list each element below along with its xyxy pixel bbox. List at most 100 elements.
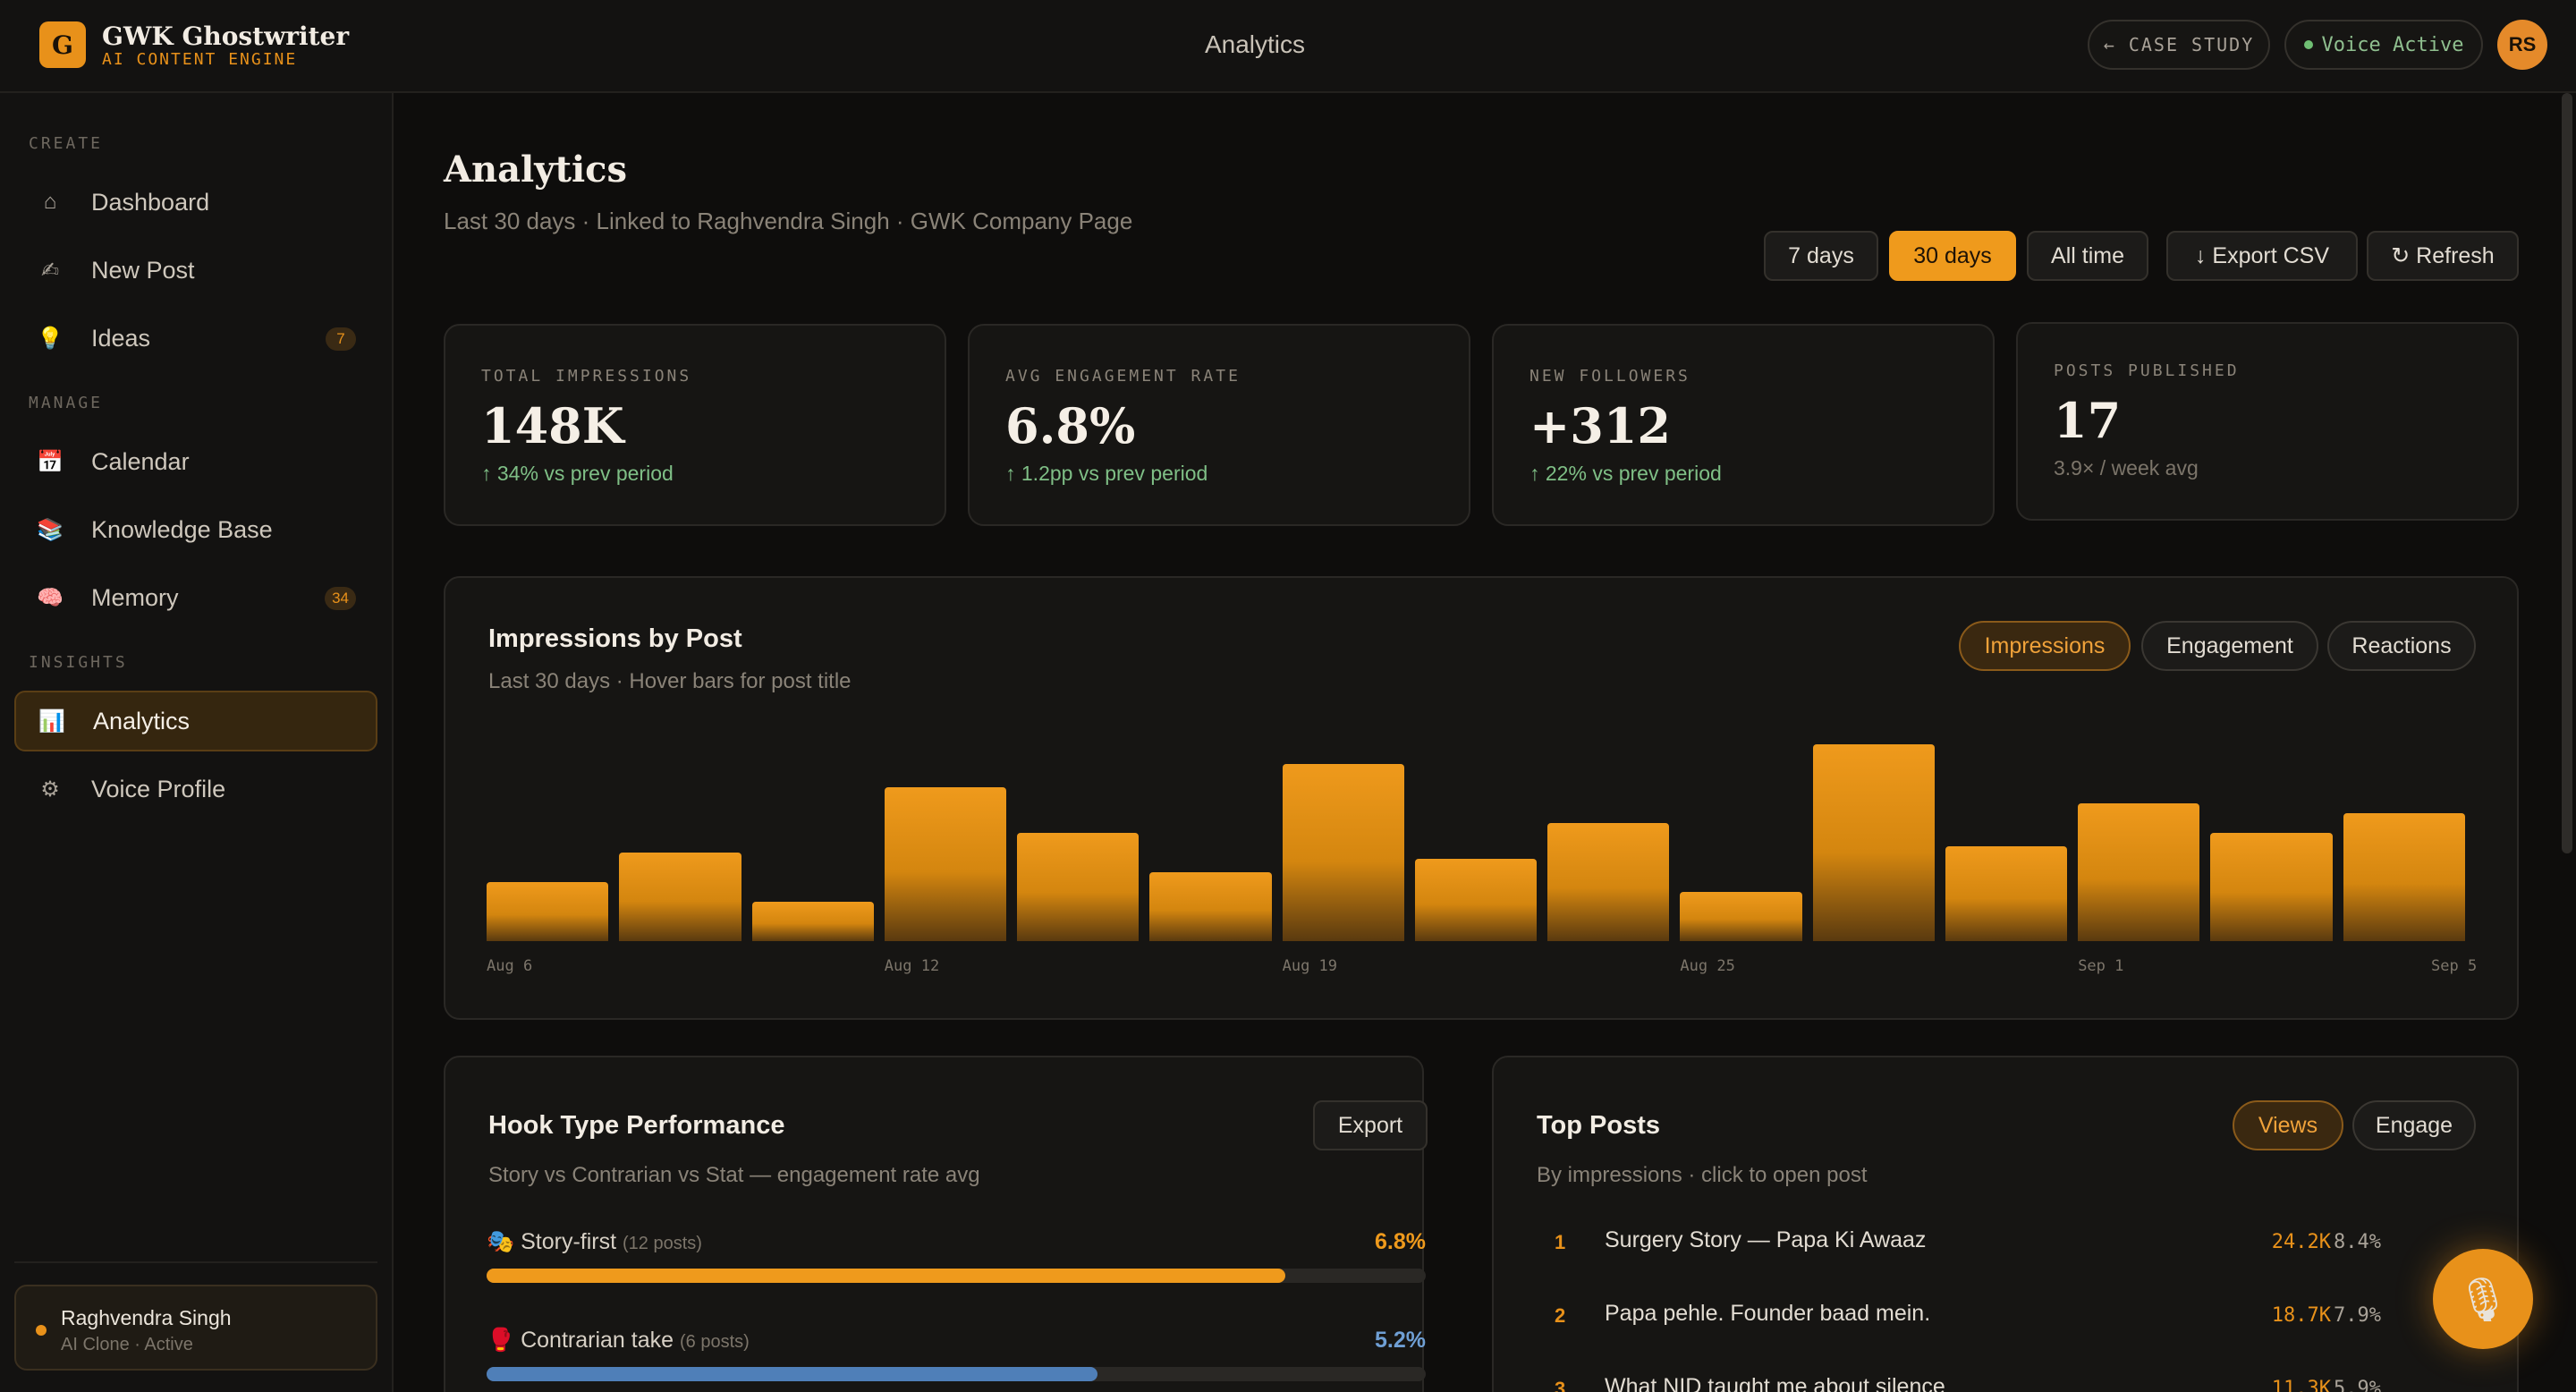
stat-card-posts: POSTS PUBLISHED 17 3.9× / week avg <box>2016 322 2519 521</box>
chart-bar[interactable] <box>1414 859 1538 941</box>
hook-row-contrarian: 🥊 Contrarian take (6 posts) <box>487 1328 750 1354</box>
top-post-row[interactable]: 1 Surgery Story — Papa Ki Awaaz 24.2K 8.… <box>1537 1217 2449 1270</box>
top-bar: G GWK Ghostwriter AI CONTENT ENGINE Anal… <box>0 0 2576 93</box>
sidebar-item-ideas[interactable]: 💡 Ideas 7 <box>14 308 377 369</box>
x-tick-label: Sep 5 <box>2431 957 2478 975</box>
chart-bar[interactable] <box>1812 744 1935 941</box>
sidebar-item-new-post[interactable]: ✍ New Post <box>14 240 377 301</box>
brand-logo[interactable]: G <box>39 21 86 68</box>
section-manage: MANAGE <box>29 394 104 412</box>
hook-fill-contrarian <box>487 1367 1097 1381</box>
impressions-bar-chart <box>487 734 2476 941</box>
stat-label: AVG ENGAGEMENT RATE <box>1005 367 1241 386</box>
toggle-impressions[interactable]: Impressions <box>1959 621 2131 671</box>
chart-bar[interactable] <box>487 882 609 941</box>
sidebar-item-label: Knowledge Base <box>91 515 273 543</box>
user-name: Raghvendra Singh <box>61 1306 232 1329</box>
post-engagement: 7.9% <box>2334 1304 2381 1327</box>
count-badge: 7 <box>326 327 356 351</box>
post-title: What NID taught me about silence <box>1605 1374 1945 1392</box>
range-all-time-button[interactable]: All time <box>2027 231 2148 281</box>
chart-bar[interactable] <box>2078 803 2200 941</box>
card-title: Top Posts <box>1537 1111 1661 1140</box>
sidebar-item-label: Memory <box>91 583 179 611</box>
top-post-row[interactable]: 3 What NID taught me about silence 11.3K… <box>1537 1363 2449 1392</box>
stat-value: 17 <box>2054 392 2122 449</box>
brain-icon: 🧠 <box>37 585 64 610</box>
top-post-row[interactable]: 2 Papa pehle. Founder baad mein. 18.7K 7… <box>1537 1290 2449 1344</box>
sidebar-item-label: Voice Profile <box>91 775 226 802</box>
hook-export-button[interactable]: Export <box>1313 1100 1428 1150</box>
card-title: Impressions by Post <box>488 624 742 653</box>
bar-chart-icon: 📊 <box>38 709 65 734</box>
scrollbar[interactable] <box>2562 93 2572 853</box>
sidebar-item-label: New Post <box>91 256 195 284</box>
sidebar-item-analytics[interactable]: 📊 Analytics <box>14 691 377 751</box>
sidebar-item-label: Ideas <box>91 324 151 352</box>
case-study-button[interactable]: ← CASE STUDY <box>2088 20 2270 70</box>
impressions-card: Impressions by Post Last 30 days · Hover… <box>444 576 2519 1020</box>
chart-bar[interactable] <box>1017 833 1140 941</box>
pen-icon: ✍ <box>40 258 60 283</box>
sidebar-item-calendar[interactable]: 📅 Calendar <box>14 431 377 492</box>
chart-bar[interactable] <box>1282 764 1404 941</box>
stat-card-followers: NEW FOLLOWERS +312 ↑ 22% vs prev period <box>1492 324 1995 526</box>
x-tick-label: Aug 12 <box>884 957 940 975</box>
sidebar-item-dashboard[interactable]: ⌂ Dashboard <box>14 172 377 233</box>
calendar-icon: 📅 <box>37 449 64 474</box>
stat-value: 6.8% <box>1005 397 1136 454</box>
refresh-button[interactable]: ↻ Refresh <box>2367 231 2519 281</box>
toggle-reactions[interactable]: Reactions <box>2327 621 2476 671</box>
sidebar-item-voice-profile[interactable]: ⚙ Voice Profile <box>14 759 377 819</box>
count-badge: 34 <box>325 587 356 610</box>
post-rank: 3 <box>1555 1378 1566 1392</box>
card-subtitle: By impressions · click to open post <box>1537 1163 1868 1187</box>
home-icon: ⌂ <box>43 190 57 214</box>
sidebar: CREATE ⌂ Dashboard ✍ New Post 💡 Ideas 7 … <box>0 93 394 1392</box>
lightbulb-icon: 💡 <box>37 326 64 351</box>
post-title: Surgery Story — Papa Ki Awaaz <box>1605 1227 1927 1252</box>
chart-bar[interactable] <box>2210 833 2333 941</box>
sidebar-item-label: Dashboard <box>91 188 210 216</box>
toggle-engage[interactable]: Engage <box>2352 1100 2476 1150</box>
hook-value: 5.2% <box>1375 1328 1426 1353</box>
avatar[interactable]: RS <box>2497 20 2547 70</box>
user-status: AI Clone · Active <box>61 1335 193 1354</box>
hook-fill-story <box>487 1269 1285 1283</box>
x-tick-label: Sep 1 <box>2078 957 2124 975</box>
brand-name: GWK Ghostwriter <box>102 21 350 51</box>
range-7-days-button[interactable]: 7 days <box>1764 231 1878 281</box>
microphone-icon: 🎙 <box>2455 1276 2511 1324</box>
hook-row-story: 🎭 Story-first (12 posts) <box>487 1229 702 1255</box>
toggle-engagement[interactable]: Engagement <box>2141 621 2318 671</box>
export-csv-button[interactable]: ↓ Export CSV <box>2166 231 2358 281</box>
chart-bar[interactable] <box>1680 892 1802 941</box>
chart-bar[interactable] <box>1547 823 1670 941</box>
sidebar-item-memory[interactable]: 🧠 Memory 34 <box>14 567 377 628</box>
card-subtitle: Story vs Contrarian vs Stat — engagement… <box>488 1163 980 1187</box>
chart-bar[interactable] <box>884 786 1007 941</box>
stat-delta: ↑ 34% vs prev period <box>481 462 674 485</box>
user-card[interactable]: Raghvendra Singh AI Clone · Active <box>14 1285 377 1371</box>
stat-value: +312 <box>1530 397 1671 454</box>
chart-bar[interactable] <box>751 902 874 941</box>
post-views: 24.2K <box>2271 1231 2331 1253</box>
chart-bar[interactable] <box>1945 845 2068 941</box>
range-30-days-button[interactable]: 30 days <box>1889 231 2016 281</box>
toggle-views[interactable]: Views <box>2233 1100 2343 1150</box>
page-subtitle: Last 30 days · Linked to Raghvendra Sing… <box>444 208 1133 234</box>
sidebar-item-knowledge-base[interactable]: 📚 Knowledge Base <box>14 499 377 560</box>
chart-bar[interactable] <box>2343 813 2465 941</box>
hook-track <box>487 1367 1426 1381</box>
divider <box>14 1261 377 1263</box>
voice-active-badge[interactable]: Voice Active <box>2284 20 2483 70</box>
x-tick-label: Aug 6 <box>487 957 533 975</box>
brand-tagline: AI CONTENT ENGINE <box>102 50 298 69</box>
microphone-fab-button[interactable]: 🎙 <box>2433 1249 2533 1349</box>
post-views: 11.3K <box>2271 1378 2331 1392</box>
post-engagement: 5.9% <box>2334 1378 2381 1392</box>
chart-bar[interactable] <box>619 853 741 941</box>
stat-label: POSTS PUBLISHED <box>2054 361 2240 380</box>
stat-delta: ↑ 1.2pp vs prev period <box>1005 462 1208 485</box>
chart-bar[interactable] <box>1149 872 1272 941</box>
